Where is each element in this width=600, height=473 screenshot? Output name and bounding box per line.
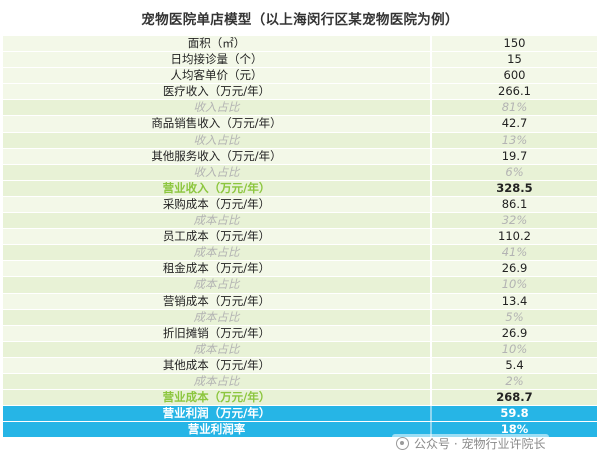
ratio-row: 成本占比 10% [3,341,597,358]
table-row: 营销成本（万元/年） 13.4 [3,293,597,310]
row-value: 266.1 [432,84,597,100]
row-label: 营业收入（万元/年） [3,180,432,196]
row-label: 收入占比 [3,132,432,148]
row-label: 人均客单价（元） [3,68,432,84]
row-value: 18% [432,422,597,438]
row-value: 150 [432,36,597,52]
row-value: 26.9 [432,325,597,341]
row-value: 13% [432,132,597,148]
ratio-row: 成本占比 10% [3,277,597,294]
row-label: 成本占比 [3,309,432,325]
table-row: 折旧摊销（万元/年） 26.9 [3,325,597,342]
table-row: 人均客单价（元） 600 [3,68,597,85]
row-label: 医疗收入（万元/年） [3,84,432,100]
ratio-row: 成本占比 2% [3,373,597,391]
row-value: 2% [432,373,597,390]
row-label: 面积（㎡） [3,36,432,52]
watermark: 公众号 · 宠物行业许院长 [392,434,550,453]
row-label: 营业成本（万元/年） [3,390,432,406]
row-value: 15 [432,52,597,68]
row-value: 600 [432,68,597,84]
row-label: 其他成本（万元/年） [3,357,432,373]
row-value: 10% [432,277,597,293]
profit-row: 营业利润（万元/年） 59.8 [3,406,597,423]
row-value: 6% [432,164,597,180]
row-value: 86.1 [432,196,597,213]
profit-row: 营业利润率 18% [3,422,597,439]
table-row: 其他成本（万元/年） 5.4 [3,357,597,374]
ratio-row: 收入占比 81% [3,100,597,117]
row-label: 收入占比 [3,100,432,116]
row-value: 26.9 [432,261,597,277]
row-value: 13.4 [432,293,597,309]
row-value: 81% [432,100,597,116]
row-label: 收入占比 [3,164,432,180]
row-value: 41% [432,245,597,261]
ratio-row: 成本占比 32% [3,213,597,230]
row-label: 成本占比 [3,373,432,390]
table-row: 其他服务收入（万元/年） 19.7 [3,148,597,165]
row-value: 10% [432,341,597,357]
row-value: 328.5 [432,180,597,196]
row-value: 110.2 [432,229,597,245]
row-label: 员工成本（万元/年） [3,229,432,245]
row-label: 成本占比 [3,245,432,261]
row-value: 19.7 [432,148,597,164]
row-label: 营业利润率 [3,422,432,438]
row-label: 成本占比 [3,277,432,293]
wechat-official-account-icon [396,437,409,450]
ratio-row: 收入占比 6% [3,164,597,181]
pet-hospital-model-table: 面积（㎡） 150 日均接诊量（个） 15 人均客单价（元） 600 医疗收入（万元/年） 2… [3,36,597,439]
row-label: 日均接诊量（个） [3,52,432,68]
row-value: 42.7 [432,116,597,132]
table-row: 租金成本（万元/年） 26.9 [3,261,597,278]
table-row: 面积（㎡） 150 [3,36,597,53]
subtotal-row: 营业收入（万元/年） 328.5 [3,180,597,197]
ratio-row: 成本占比 5% [3,309,597,326]
table-title: 宠物医院单店模型（以上海闵行区某宠物医院为例） [141,12,459,28]
ratio-row: 成本占比 41% [3,245,597,262]
row-label: 营销成本（万元/年） [3,293,432,309]
row-label: 营业利润（万元/年） [3,406,432,422]
table-row: 员工成本（万元/年） 110.2 [3,229,597,246]
table-row: 医疗收入（万元/年） 266.1 [3,84,597,101]
row-label: 其他服务收入（万元/年） [3,148,432,164]
row-value: 268.7 [432,390,597,406]
row-label: 采购成本（万元/年） [3,196,432,213]
subtotal-row: 营业成本（万元/年） 268.7 [3,390,597,407]
row-label: 折旧摊销（万元/年） [3,325,432,341]
row-value: 5.4 [432,357,597,373]
row-label: 商品销售收入（万元/年） [3,116,432,132]
ratio-row: 收入占比 13% [3,132,597,149]
row-label: 租金成本（万元/年） [3,261,432,277]
watermark-text: 公众号 · 宠物行业许院长 [414,437,546,451]
row-label: 成本占比 [3,213,432,229]
row-value: 59.8 [432,406,597,422]
row-label: 成本占比 [3,341,432,357]
row-value: 5% [432,309,597,325]
row-value: 32% [432,213,597,229]
table-row: 商品销售收入（万元/年） 42.7 [3,116,597,133]
table-row: 采购成本（万元/年） 86.1 [3,196,597,214]
table-row: 日均接诊量（个） 15 [3,52,597,69]
